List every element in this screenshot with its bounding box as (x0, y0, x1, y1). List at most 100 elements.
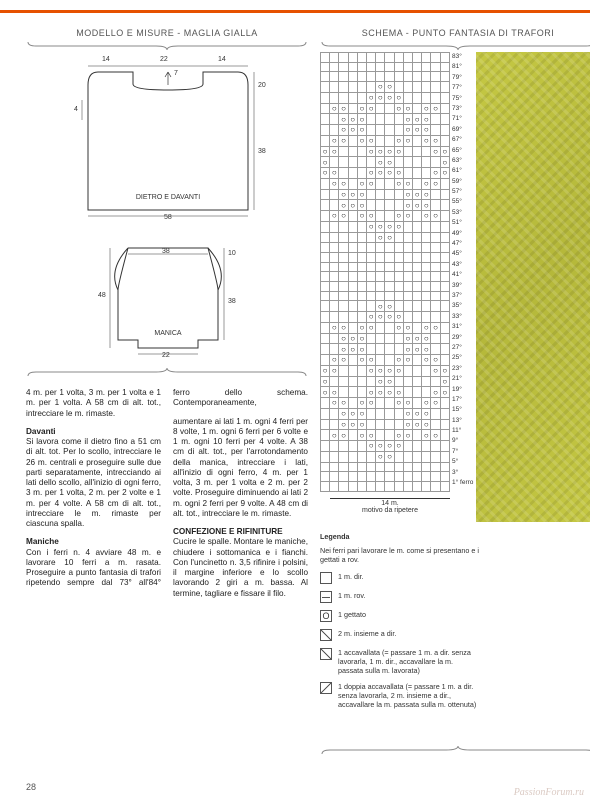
brace-bottom-right (320, 746, 590, 756)
dim: 4 (74, 106, 78, 113)
row-label: 3° (452, 468, 474, 478)
row-label: 19° (452, 385, 474, 395)
row-label: 23° (452, 364, 474, 374)
schematics: 14 22 14 7 20 38 4 DIETRO E DAVANTI 58 (26, 50, 308, 370)
dim: 20 (258, 82, 266, 89)
dim: 38 (258, 148, 266, 155)
legend-text: 1 m. dir. (338, 572, 364, 581)
caption-bottom: motivo da ripetere (362, 507, 418, 514)
legend-symbol (320, 572, 332, 584)
row-label: 75° (452, 94, 474, 104)
page-content: MODELLO E MISURE - MAGLIA GIALLA (26, 28, 580, 770)
legend-symbol (320, 629, 332, 641)
right-column: SCHEMA - PUNTO FANTASIA DI TRAFORI 83°81… (320, 28, 590, 770)
row-label: 67° (452, 135, 474, 145)
row-label: 17° (452, 395, 474, 405)
legend-symbol (320, 682, 332, 694)
chart-row-labels: 83°81°79°77°75°73°71°69°67°65°63°61°59°5… (452, 52, 474, 488)
legend-row: 1 m. dir. (320, 572, 480, 584)
legend-text: 1 accavallata (= passare 1 m. a dir. sen… (338, 648, 480, 675)
legend: Legenda Nei ferri pari lavorare le m. co… (320, 532, 480, 716)
row-label: 11° (452, 426, 474, 436)
row-label: 5° (452, 457, 474, 467)
dim: 38 (162, 248, 170, 255)
row-label: 43° (452, 260, 474, 270)
row-label: 45° (452, 249, 474, 259)
instruction-para: aumentare ai lati 1 m. ogni 4 ferri per … (173, 417, 308, 520)
legend-title: Legenda (320, 532, 480, 541)
body-label: DIETRO E DAVANTI (78, 194, 258, 201)
row-label: 1° ferro (452, 478, 474, 488)
legend-text: 1 gettato (338, 610, 366, 619)
row-label: 15° (452, 405, 474, 415)
row-label: 69° (452, 125, 474, 135)
sleeve-label: MANICA (98, 330, 238, 337)
brace-top-right (320, 40, 590, 50)
row-label: 77° (452, 83, 474, 93)
row-label: 41° (452, 270, 474, 280)
left-title: MODELLO E MISURE - MAGLIA GIALLA (26, 28, 308, 38)
instruction-para: 4 m. per 1 volta, 3 m. per 1 volta e 1 m… (26, 388, 161, 419)
legend-note: Nei ferri pari lavorare le m. come si pr… (320, 547, 480, 564)
instruction-text: 4 m. per 1 volta, 3 m. per 1 volta e 1 m… (26, 388, 308, 599)
row-label: 81° (452, 62, 474, 72)
legend-text: 1 m. rov. (338, 591, 365, 600)
row-label: 49° (452, 229, 474, 239)
row-label: 61° (452, 166, 474, 176)
dim: 58 (164, 214, 172, 221)
legend-symbol (320, 648, 332, 660)
row-label: 31° (452, 322, 474, 332)
legend-text: 1 doppia accavallata (= passare 1 m. a d… (338, 682, 480, 709)
legend-row: 2 m. insieme a dir. (320, 629, 480, 641)
legend-row: 1 m. rov. (320, 591, 480, 603)
dim: 14 (218, 56, 226, 63)
page-number: 28 (26, 782, 36, 792)
row-label: 33° (452, 312, 474, 322)
row-label: 55° (452, 197, 474, 207)
dim: 22 (160, 56, 168, 63)
top-accent-bar (0, 10, 590, 13)
instruction-para: DavantiSi lavora come il dietro fino a 5… (26, 427, 161, 530)
row-label: 65° (452, 146, 474, 156)
legend-row: 1 doppia accavallata (= passare 1 m. a d… (320, 682, 480, 709)
legend-symbol (320, 591, 332, 603)
row-label: 29° (452, 333, 474, 343)
row-label: 63° (452, 156, 474, 166)
caption-top: 14 m. (381, 500, 399, 507)
body-diagram: 14 22 14 7 20 38 4 DIETRO E DAVANTI 58 (78, 60, 258, 220)
row-label: 57° (452, 187, 474, 197)
dim: 7 (174, 70, 178, 77)
knit-sample-photo (476, 52, 590, 522)
row-label: 53° (452, 208, 474, 218)
row-label: 73° (452, 104, 474, 114)
brace-bottom-left (26, 368, 308, 378)
legend-row: 1 accavallata (= passare 1 m. a dir. sen… (320, 648, 480, 675)
row-label: 27° (452, 343, 474, 353)
row-label: 21° (452, 374, 474, 384)
row-label: 7° (452, 447, 474, 457)
row-label: 71° (452, 114, 474, 124)
row-label: 9° (452, 436, 474, 446)
row-label: 47° (452, 239, 474, 249)
dim: 10 (228, 250, 236, 257)
watermark: PassionForum.ru (514, 787, 584, 798)
brace-top-left (26, 40, 308, 50)
row-label: 51° (452, 218, 474, 228)
row-label: 83° (452, 52, 474, 62)
dim: 14 (102, 56, 110, 63)
sleeve-diagram: 38 10 38 48 MANICA 22 (98, 240, 238, 360)
row-label: 13° (452, 416, 474, 426)
row-label: 25° (452, 353, 474, 363)
dim: 38 (228, 298, 236, 305)
dim: 22 (162, 352, 170, 359)
legend-symbol: O (320, 610, 332, 622)
legend-row: O 1 gettato (320, 610, 480, 622)
dim: 48 (98, 292, 106, 299)
chart-caption: 14 m. motivo da ripetere (330, 498, 450, 514)
instruction-para: CONFEZIONE E RIFINITURECucire le spalle.… (173, 527, 308, 599)
knitting-chart (320, 52, 450, 492)
row-label: 59° (452, 177, 474, 187)
right-title: SCHEMA - PUNTO FANTASIA DI TRAFORI (320, 28, 590, 38)
row-label: 35° (452, 301, 474, 311)
row-label: 79° (452, 73, 474, 83)
